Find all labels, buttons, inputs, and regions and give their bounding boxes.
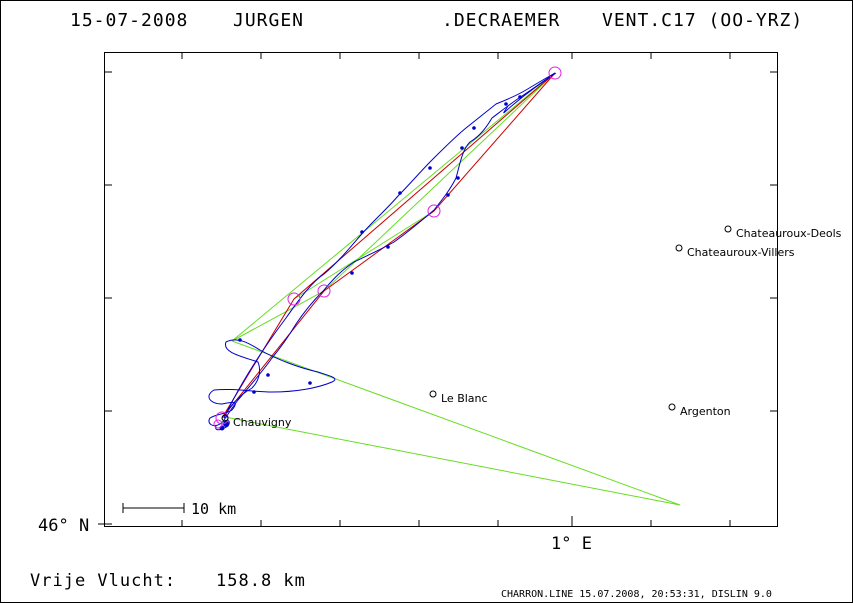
place-chateauroux-deols: Chateauroux-Deols bbox=[724, 225, 842, 240]
scale-bar-label: 10 km bbox=[191, 500, 236, 518]
track-fixes bbox=[219, 95, 522, 431]
turnpoint-4 bbox=[287, 292, 301, 306]
finish-point bbox=[213, 419, 223, 429]
turnpoint-1 bbox=[548, 66, 562, 80]
place-le-blanc: Le Blanc bbox=[429, 390, 488, 405]
task-triangle bbox=[224, 72, 681, 506]
turnpoint-2 bbox=[427, 204, 441, 218]
longitude-label: 1° E bbox=[551, 534, 592, 554]
credits-text: CHARRON.LINE 15.07.2008, 20:53:31, DISLI… bbox=[501, 589, 772, 600]
header-aircraft: VENT.C17 (OO-YRZ) bbox=[602, 10, 803, 31]
header-pilot-last: .DECRAEMER bbox=[442, 10, 560, 31]
turnpoint-markers bbox=[213, 66, 562, 429]
plot-frame bbox=[104, 52, 778, 527]
circle-marker-icon bbox=[429, 390, 437, 398]
distance-value: 158.8 km bbox=[216, 571, 306, 591]
gps-track bbox=[208, 72, 557, 431]
axis-ticks bbox=[104, 53, 778, 526]
header-date: 15-07-2008 bbox=[70, 10, 188, 31]
latitude-label: 46° N bbox=[38, 516, 89, 536]
place-label: Chauvigny bbox=[233, 416, 292, 429]
circle-marker-icon bbox=[724, 225, 732, 233]
place-label: Chateauroux-Deols bbox=[736, 227, 842, 240]
place-label: Chateauroux-Villers bbox=[687, 246, 795, 259]
circle-marker-icon bbox=[668, 403, 676, 411]
optimized-route bbox=[221, 72, 556, 419]
circle-marker-icon bbox=[675, 244, 683, 252]
place-chateauroux-villers: Chateauroux-Villers bbox=[675, 244, 795, 259]
distance-label: Vrije Vlucht: bbox=[30, 571, 176, 591]
turnpoint-3 bbox=[317, 284, 331, 298]
place-label: Le Blanc bbox=[441, 392, 488, 405]
circle-marker-icon bbox=[221, 414, 229, 422]
header-pilot-first: JURGEN bbox=[233, 10, 304, 31]
place-label: Argenton bbox=[680, 405, 731, 418]
scale-bar: 10 km bbox=[122, 500, 236, 518]
place-argenton: Argenton bbox=[668, 403, 731, 418]
place-chauvigny: Chauvigny bbox=[221, 414, 292, 429]
